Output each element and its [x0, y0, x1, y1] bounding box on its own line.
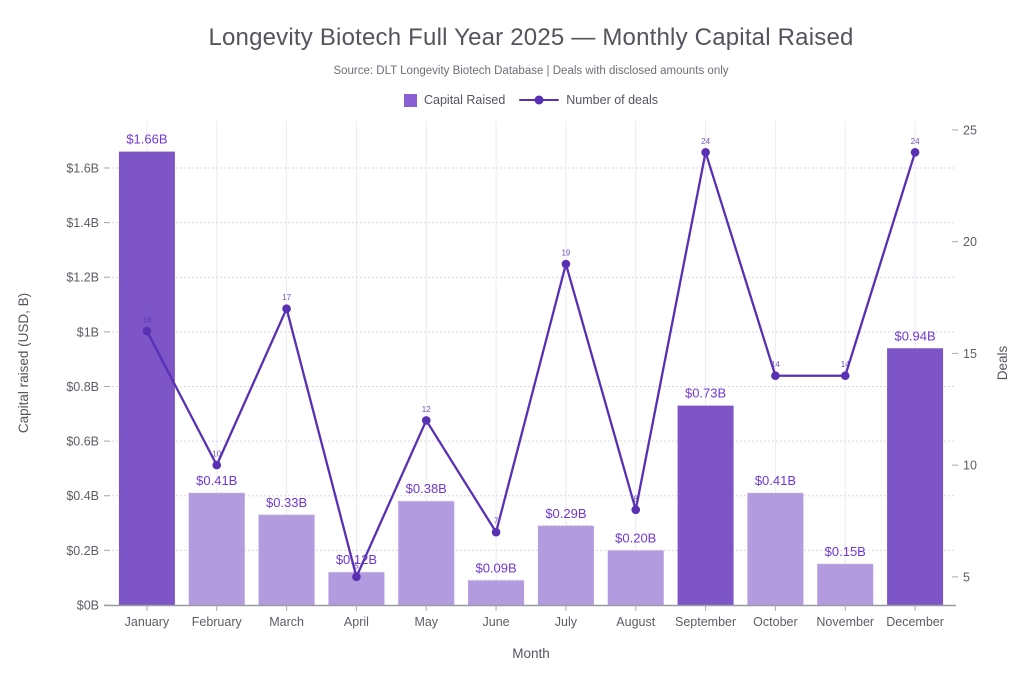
bar-value-label: $0.09B	[475, 560, 516, 575]
bar-swatch-icon	[403, 93, 417, 107]
deals-point-labels: 16 10 17 5 12 7 19 8 24 14 14 24	[142, 137, 920, 571]
point-label: 12	[422, 405, 431, 414]
bar-value-label: $0.73B	[685, 386, 726, 401]
bar-july	[537, 525, 594, 605]
y-axis-right: 5 10 15 20 25	[952, 123, 977, 584]
line-point-august	[631, 505, 641, 515]
point-label: 16	[142, 316, 151, 325]
deals-line	[145, 151, 917, 578]
line-point-april	[352, 572, 361, 582]
x-tick-label-july: July	[555, 615, 578, 629]
x-axis: January February March April May June July Augu…	[125, 605, 944, 629]
bar-value-label: $0.33B	[266, 495, 307, 510]
point-label: 7	[494, 517, 499, 526]
x-tick-label-may: May	[414, 615, 438, 629]
bars-capital-raised	[118, 151, 944, 605]
legend-item-capital-raised[interactable]: Capital Raised	[403, 93, 506, 107]
bar-value-label: $0.15B	[825, 544, 866, 559]
deals-line-points	[142, 147, 920, 582]
line-point-january	[142, 326, 152, 336]
line-point-october	[771, 371, 780, 381]
bar-value-label: $0.20B	[615, 530, 656, 545]
bar-value-label: $0.41B	[196, 473, 237, 488]
point-label: 8	[634, 494, 639, 503]
legend-label-number-of-deals: Number of deals	[566, 93, 658, 107]
bar-january	[118, 151, 175, 605]
y-left-tick-label: $1.4B	[66, 216, 99, 230]
y-right-tick-label: 5	[963, 570, 970, 584]
chart-header: Longevity Biotech Full Year 2025 — Month…	[0, 0, 1024, 107]
y-axis-left: $0B $0.2B $0.4B $0.6B $0.8B $1B $1.2B $1.4B $1.6…	[66, 161, 110, 613]
legend-label-capital-raised: Capital Raised	[423, 93, 506, 107]
y-left-tick-label: $1.6B	[66, 161, 99, 175]
line-marker-icon	[519, 95, 560, 105]
y-left-tick-label: $1B	[77, 325, 99, 339]
bar-december	[887, 348, 944, 605]
bar-value-label: $0.94B	[894, 328, 935, 343]
y-right-tick-label: 20	[963, 235, 977, 249]
point-label: 5	[354, 561, 359, 570]
line-point-july	[561, 259, 571, 269]
y-left-axis-title: Capital raised (USD, B)	[16, 293, 31, 433]
chart-subtitle: Source: DLT Longevity Biotech Database |…	[333, 65, 729, 77]
bar-march	[258, 514, 315, 605]
line-point-may	[421, 416, 431, 425]
line-point-september	[701, 147, 710, 157]
bar-may	[398, 501, 455, 605]
line-point-february	[212, 460, 222, 470]
y-right-tick-label: 10	[963, 459, 977, 473]
point-label: 19	[561, 249, 570, 258]
point-label: 14	[841, 360, 850, 369]
y-left-tick-label: $0.2B	[66, 544, 99, 558]
x-tick-label-december: December	[886, 615, 944, 629]
y-left-tick-label: $1.2B	[66, 271, 99, 285]
point-label: 10	[212, 450, 221, 459]
bar-value-labels: $1.66B$0.41B$0.33B$0.12B$0.38B$0.09B$0.2…	[126, 132, 935, 576]
bar-november	[817, 564, 874, 605]
bar-august	[607, 550, 664, 605]
x-tick-label-january: January	[125, 615, 170, 629]
bar-september	[677, 405, 734, 605]
point-label: 24	[911, 137, 920, 146]
x-tick-label-october: October	[753, 615, 797, 629]
gridlines	[104, 121, 956, 605]
y-left-tick-label: $0.6B	[66, 435, 99, 449]
bar-value-label: $1.66B	[126, 132, 167, 147]
bar-october	[747, 493, 804, 605]
point-label: 17	[282, 293, 291, 302]
x-axis-title: Month	[512, 646, 550, 661]
y-right-tick-label: 25	[963, 123, 977, 137]
y-right-tick-label: 15	[963, 347, 977, 361]
x-tick-label-march: March	[269, 615, 304, 629]
bar-february	[188, 493, 245, 605]
y-right-axis-title: Deals	[995, 345, 1010, 380]
legend: Capital Raised Number of deals	[38, 93, 1024, 107]
x-tick-label-june: June	[483, 615, 510, 629]
bar-value-label: $0.29B	[545, 506, 586, 521]
bar-value-label: $0.41B	[755, 473, 796, 488]
line-point-june	[491, 527, 501, 537]
point-label: 24	[701, 137, 710, 146]
legend-item-number-of-deals[interactable]: Number of deals	[519, 93, 658, 107]
line-point-december	[910, 147, 920, 157]
bar-june	[468, 580, 525, 605]
x-tick-label-november: November	[816, 615, 874, 629]
x-tick-label-april: April	[344, 615, 369, 629]
x-tick-label-february: February	[192, 615, 243, 629]
line-point-march	[282, 304, 291, 314]
bar-value-label: $0.38B	[406, 481, 447, 496]
y-left-tick-label: $0.4B	[66, 489, 99, 503]
x-tick-label-september: September	[675, 615, 736, 629]
chart-title: Longevity Biotech Full Year 2025 — Month…	[208, 24, 854, 51]
y-left-tick-label: $0.8B	[66, 380, 99, 394]
point-label: 14	[771, 360, 780, 369]
line-point-november	[840, 371, 850, 381]
x-tick-label-august: August	[616, 615, 655, 629]
y-left-tick-label: $0B	[77, 599, 99, 613]
